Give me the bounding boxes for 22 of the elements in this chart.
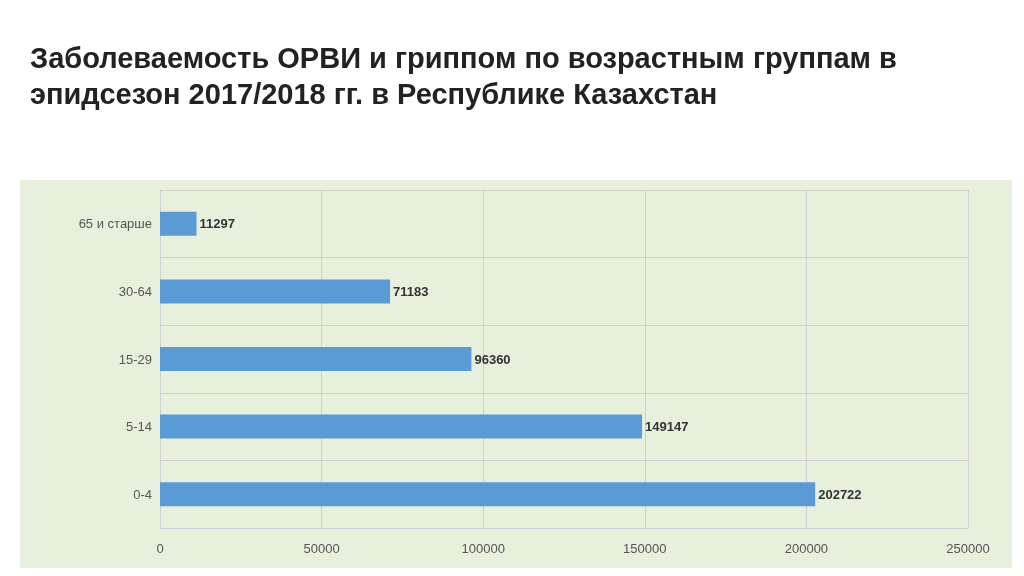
bar xyxy=(160,211,197,236)
data-label: 11297 xyxy=(199,216,235,232)
data-label: 149147 xyxy=(645,419,689,435)
x-tick-label: 100000 xyxy=(461,541,505,556)
chart-title: Заболеваемость ОРВИ и гриппом по возрастным группам в эпидсезон 2017/2018 гг. в Республике Казахстан xyxy=(30,41,898,112)
x-tick-label: 0 xyxy=(156,541,164,556)
bar xyxy=(160,279,391,304)
y-tick-label: 5-14 xyxy=(125,419,152,435)
y-tick-label: 30-64 xyxy=(118,283,152,299)
data-label: 96360 xyxy=(474,351,511,367)
y-tick-label: 0-4 xyxy=(133,486,152,502)
x-tick-label: 250000 xyxy=(946,541,990,556)
x-tick-label: 200000 xyxy=(784,541,829,556)
data-label: 202722 xyxy=(818,486,862,502)
data-label: 71183 xyxy=(393,283,429,299)
y-tick-label: 65 и старше xyxy=(78,216,152,232)
x-tick-label: 50000 xyxy=(303,541,340,556)
bar xyxy=(160,347,472,371)
bar xyxy=(160,414,643,439)
x-tick-label: 150000 xyxy=(623,541,667,556)
bar xyxy=(160,482,816,507)
y-tick-label: 15-29 xyxy=(118,351,152,367)
